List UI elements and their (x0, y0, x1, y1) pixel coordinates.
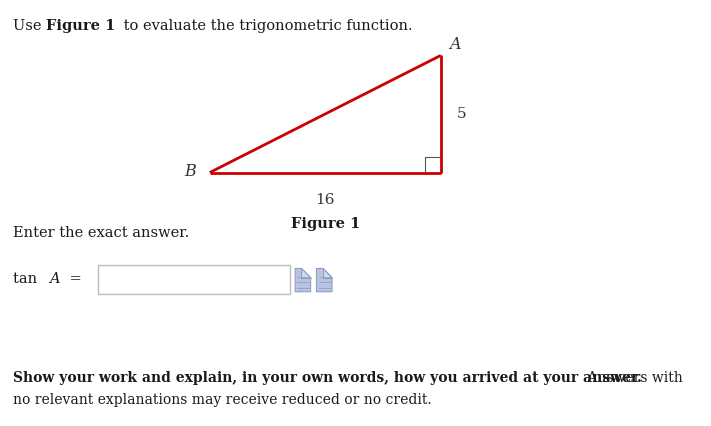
Text: A: A (49, 272, 60, 286)
Polygon shape (323, 268, 332, 278)
Text: Figure 1: Figure 1 (46, 19, 116, 33)
Polygon shape (301, 268, 311, 278)
Text: to evaluate the trigonometric function.: to evaluate the trigonometric function. (119, 19, 413, 33)
Text: B: B (183, 163, 196, 180)
Text: A: A (449, 36, 461, 53)
Text: Use: Use (13, 19, 46, 33)
Text: Enter the exact answer.: Enter the exact answer. (13, 226, 189, 240)
Polygon shape (316, 268, 332, 292)
Text: no relevant explanations may receive reduced or no credit.: no relevant explanations may receive red… (13, 393, 432, 407)
Text: 16: 16 (316, 193, 335, 207)
Text: =: = (65, 272, 82, 286)
Text: Show your work and explain, in your own words, how you arrived at your answer.: Show your work and explain, in your own … (13, 371, 641, 385)
Text: Figure 1: Figure 1 (291, 217, 360, 231)
Text: 5: 5 (456, 107, 466, 121)
Bar (98, 265, 290, 294)
Polygon shape (295, 268, 311, 292)
Text: Answers with: Answers with (583, 371, 683, 385)
Text: tan: tan (13, 272, 41, 286)
Bar (425, 157, 441, 173)
